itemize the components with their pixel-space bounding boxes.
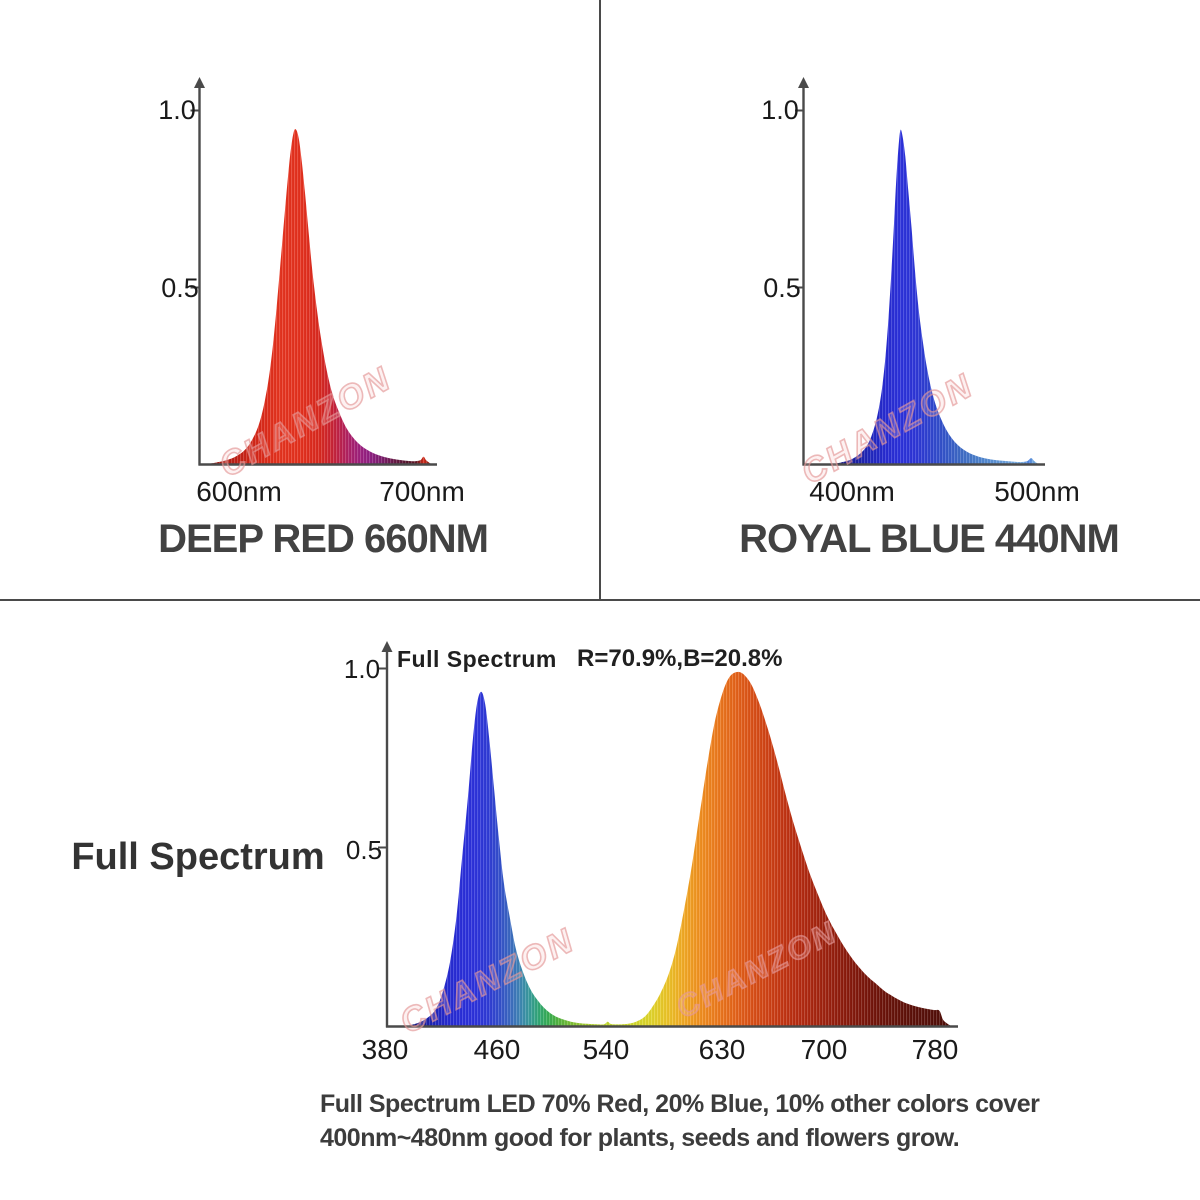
y-tick-label: 1.0 xyxy=(761,95,799,125)
x-tick-label: 400nm xyxy=(809,476,895,507)
y-tick-label: 1.0 xyxy=(158,95,196,125)
x-tick-label: 600nm xyxy=(196,476,282,507)
x-tick-label: 780 xyxy=(911,1034,959,1065)
full-spectrum-side-label: Full Spectrum xyxy=(71,836,325,878)
royal-blue-spectrum-plot xyxy=(795,77,1045,466)
x-tick-label: 700 xyxy=(800,1034,848,1065)
x-tick-label: 540 xyxy=(582,1034,630,1065)
x-tick-label: 630 xyxy=(698,1034,746,1065)
y-tick-label: 0.5 xyxy=(763,273,801,303)
full-spectrum-plot xyxy=(378,641,958,1028)
x-tick-label: 500nm xyxy=(994,476,1080,507)
chart-title-royal-blue: ROYAL BLUE 440NM xyxy=(739,517,1120,561)
footer-description-line1: Full Spectrum LED 70% Red, 20% Blue, 10%… xyxy=(320,1090,1040,1118)
divider-vertical xyxy=(599,0,601,600)
y-tick-label: 0.5 xyxy=(345,835,383,865)
y-tick-label: 0.5 xyxy=(161,273,199,303)
x-tick-label: 380 xyxy=(361,1034,409,1065)
y-tick-label: 1.0 xyxy=(343,654,381,684)
legend-series-name: Full Spectrum xyxy=(397,646,557,672)
x-tick-label: 460 xyxy=(473,1034,521,1065)
legend-ratio-values: R=70.9%,B=20.8% xyxy=(577,645,783,672)
footer-description-line2: 400nm~480nm good for plants, seeds and f… xyxy=(320,1124,960,1152)
chart-title-deep-red: DEEP RED 660NM xyxy=(158,517,489,561)
divider-horizontal xyxy=(0,599,1200,601)
deep-red-spectrum-plot xyxy=(190,77,437,466)
x-tick-label: 700nm xyxy=(379,476,465,507)
